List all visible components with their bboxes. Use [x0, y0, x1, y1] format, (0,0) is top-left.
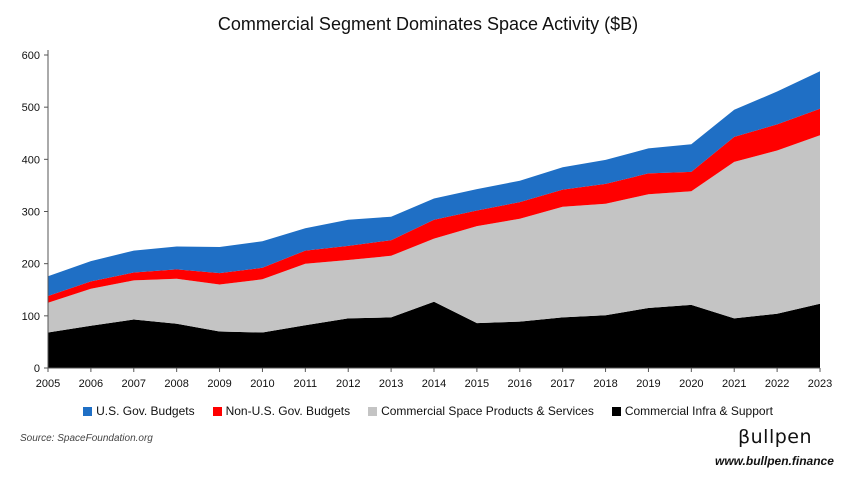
area-commercial-space-products-services [48, 135, 820, 333]
y-tick-label: 100 [22, 311, 40, 323]
legend: U.S. Gov. Budgets Non-U.S. Gov. Budgets Co… [0, 404, 856, 418]
legend-item-u-s-gov-budgets: U.S. Gov. Budgets [83, 404, 195, 418]
x-tick-label: 2015 [465, 378, 489, 390]
chart-title: Commercial Segment Dominates Space Activ… [217, 14, 639, 34]
x-tick-label: 2018 [593, 378, 617, 390]
x-tick-label: 2008 [164, 378, 188, 390]
x-tick-label: 2012 [336, 378, 360, 390]
y-tick-label: 0 [34, 363, 40, 375]
x-tick-label: 2005 [36, 378, 60, 390]
x-tick-label: 2019 [636, 378, 660, 390]
x-tick-label: 2011 [294, 378, 318, 390]
x-tick-label: 2020 [679, 378, 703, 390]
brand-logo: βullpen [738, 426, 813, 448]
x-tick-label: 2016 [508, 378, 532, 390]
axes-layer: 0 100 200 300 400 500 600 2005 2006 2007 2008 2009 2… [22, 50, 832, 390]
legend-label: Non-U.S. Gov. Budgets [225, 404, 351, 418]
legend-label: Commercial Space Products & Services [381, 404, 594, 418]
area-u-s-gov-budgets [48, 71, 820, 296]
legend-label: U.S. Gov. Budgets [96, 404, 195, 418]
legend-label: Commercial Infra & Support [624, 404, 773, 418]
x-tick-label: 2023 [808, 378, 832, 390]
legend-swatch [212, 406, 222, 416]
area-commercial-infra-support [48, 301, 820, 368]
y-tick-label: 200 [22, 259, 40, 271]
y-tick-label: 500 [22, 102, 40, 114]
legend-item-commercial-space-products-services: Commercial Space Products & Services [368, 404, 594, 418]
legend-swatch [83, 406, 93, 416]
x-tick-label: 2006 [79, 378, 103, 390]
x-tick-label: 2017 [550, 378, 574, 390]
x-tick-label: 2014 [422, 378, 446, 390]
legend-item-non-u-s-gov-budgets: Non-U.S. Gov. Budgets [212, 404, 351, 418]
x-tick-label: 2022 [765, 378, 789, 390]
legend-swatch [368, 406, 378, 416]
legend-swatch [611, 406, 621, 416]
legend-item-commercial-infra-support: Commercial Infra & Support [611, 404, 773, 418]
y-tick-label: 300 [22, 207, 40, 219]
x-tick-label: 2021 [722, 378, 746, 390]
x-tick-label: 2007 [122, 378, 146, 390]
brand-url: www.bullpen.finance [715, 454, 834, 468]
x-tick-label: 2010 [250, 378, 274, 390]
source-note: Source: SpaceFoundation.org [20, 433, 153, 444]
y-tick-label: 600 [22, 50, 40, 62]
area-layer [48, 71, 820, 368]
x-tick-label: 2013 [379, 378, 403, 390]
x-tick-label: 2009 [207, 378, 231, 390]
y-tick-label: 400 [22, 154, 40, 166]
